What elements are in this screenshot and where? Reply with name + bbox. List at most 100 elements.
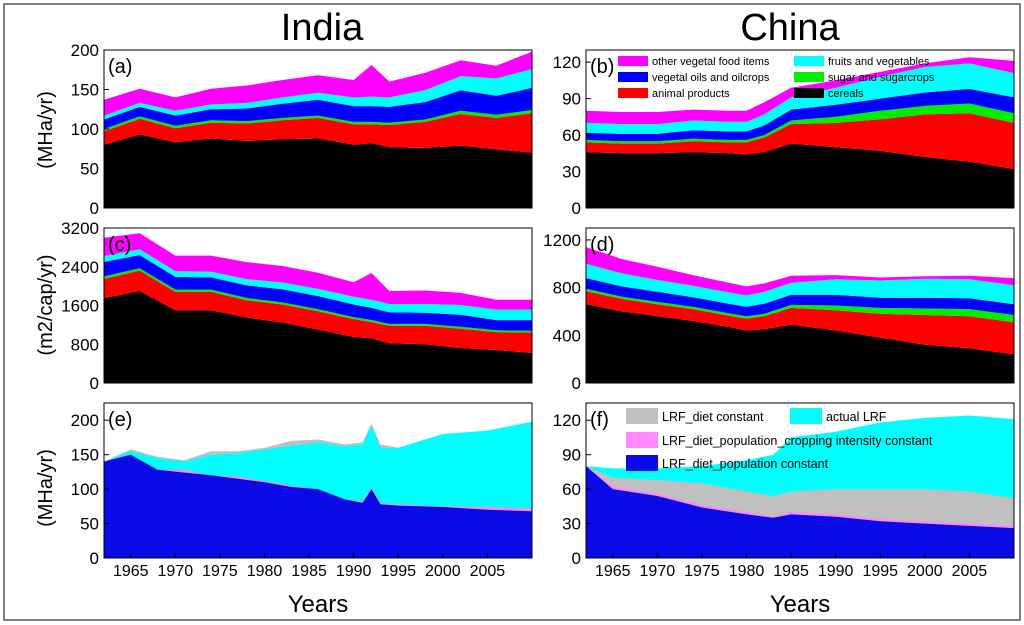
legend-label-b-oils: vegetal oils and oilcrops [652, 72, 770, 84]
area-e-blue [104, 454, 532, 558]
axes-frame-b [585, 49, 1015, 209]
ytick-label-c-2400: 2400 [61, 258, 99, 277]
area-c-cereals [104, 291, 532, 383]
panel-label-e: (e) [108, 409, 132, 431]
legend-label-b-cereals: cereals [828, 88, 864, 100]
xtick-label-f-1965: 1965 [595, 563, 631, 580]
ytick-label-e-100: 100 [71, 480, 99, 499]
area-d-sugar [586, 288, 1014, 323]
ytick-label-d-400: 400 [553, 326, 581, 345]
xtick-label-e-1990: 1990 [336, 563, 372, 580]
legend-b: other vegetal food items fruits and veget… [618, 56, 935, 100]
ytick-label-e-150: 150 [71, 446, 99, 465]
panel-label-c: (c) [108, 234, 131, 256]
axes-frame-f [585, 402, 1015, 559]
area-c-sugar [104, 268, 532, 333]
area-b-oils [586, 88, 1014, 142]
legend-swatch-b-sugar [794, 72, 824, 82]
panel-a: 0 50 100 150 200 (a) [71, 41, 533, 218]
area-b-animal [586, 113, 1014, 170]
xtick-label-e-1995: 1995 [380, 563, 416, 580]
ytick-label-e-0: 0 [90, 549, 99, 568]
legend-label-f-gray: LRF_diet constant [662, 410, 764, 424]
legend-label-b-sugar: sugar and sugarcrops [828, 72, 935, 84]
ytick-label-a-0: 0 [90, 199, 99, 218]
legend-label-f-cyan: actual LRF [826, 410, 887, 424]
xtick-label-f-1970: 1970 [640, 563, 676, 580]
col-title-china: China [740, 7, 840, 49]
ytick-label-a-100: 100 [71, 120, 99, 139]
xtick-label-f-2000: 2000 [907, 563, 943, 580]
legend-f: LRF_diet constant actual LRF LRF_diet_popu… [626, 408, 933, 471]
axes-frame-e [103, 402, 533, 559]
ytick-label-a-150: 150 [71, 81, 99, 100]
ytick-label-a-50: 50 [80, 160, 99, 179]
area-f-blue [586, 466, 1014, 558]
area-c-oils [104, 255, 532, 331]
panel-e: 0 50 100 150 200 1965 1970 1975 1980 1985 1990 1995… [71, 402, 533, 580]
panel-plot-a [104, 51, 532, 208]
xlabel-right: Years [770, 591, 831, 618]
ytick-label-f-90: 90 [562, 446, 581, 465]
panel-label-d: (d) [590, 234, 614, 256]
panel-label-a: (a) [108, 56, 132, 78]
panels: 0 50 100 150 200 (a) 0 30 60 90 120 (b) 0 800 1600 2400… [61, 41, 1015, 580]
ytick-label-e-50: 50 [80, 515, 99, 534]
area-a-other [104, 51, 532, 116]
area-c-animal [104, 270, 532, 353]
ytick-label-b-120: 120 [553, 53, 581, 72]
legend-swatch-b-fruits [794, 56, 824, 66]
area-a-fruits [104, 69, 532, 120]
xtick-label-e-1975: 1975 [202, 563, 238, 580]
xtick-label-e-1985: 1985 [291, 563, 327, 580]
ylabel-row2: (m2/cap/yr) [35, 254, 57, 355]
panel-plot-c [104, 233, 532, 383]
panel-plot-f [586, 415, 1014, 558]
area-c-other [104, 233, 532, 310]
ytick-label-e-200: 200 [71, 411, 99, 430]
ytick-label-d-0: 0 [572, 374, 581, 393]
panel-label-b: (b) [590, 56, 614, 78]
panel-label-f: (f) [590, 409, 609, 431]
xtick-label-f-1980: 1980 [729, 563, 765, 580]
ytick-label-c-1600: 1600 [61, 297, 99, 316]
ytick-label-b-90: 90 [562, 90, 581, 109]
ytick-label-d-1200: 1200 [543, 231, 581, 250]
legend-swatch-b-other [618, 56, 648, 66]
area-c-fruits [104, 249, 532, 321]
legend-swatch-f-cyan [790, 408, 822, 424]
area-b-fruits [586, 63, 1014, 134]
xtick-label-e-1965: 1965 [113, 563, 149, 580]
panel-plot-e [104, 421, 532, 558]
area-b-sugar [586, 103, 1014, 144]
ytick-label-b-30: 30 [562, 163, 581, 182]
xtick-label-f-1995: 1995 [862, 563, 898, 580]
legend-swatch-f-pink [626, 432, 658, 448]
ytick-label-b-0: 0 [572, 199, 581, 218]
legend-swatch-f-gray [626, 408, 658, 424]
ytick-label-b-60: 60 [562, 126, 581, 145]
ytick-label-c-3200: 3200 [61, 219, 99, 238]
panel-plot-d [586, 247, 1014, 383]
ytick-label-c-0: 0 [90, 374, 99, 393]
legend-label-b-animal: animal products [652, 88, 730, 100]
ylabel-row3: (MHa/yr) [35, 449, 57, 527]
legend-label-f-pink: LRF_diet_population_cropping intensity c… [662, 434, 933, 448]
area-d-fruits [586, 263, 1014, 307]
ytick-label-f-60: 60 [562, 480, 581, 499]
ytick-label-f-30: 30 [562, 515, 581, 534]
legend-label-b-other: other vegetal food items [652, 56, 770, 68]
legend-swatch-b-oils [618, 72, 648, 82]
area-a-animal [104, 113, 532, 153]
xtick-label-e-2000: 2000 [425, 563, 461, 580]
ytick-label-c-800: 800 [71, 335, 99, 354]
xtick-label-f-1975: 1975 [684, 563, 720, 580]
xtick-label-e-1970: 1970 [158, 563, 194, 580]
panel-d: 0 400 800 1200 (d) [543, 227, 1015, 393]
panel-c: 0 800 1600 2400 3200 (c) [61, 219, 533, 393]
ytick-label-f-120: 120 [553, 411, 581, 430]
area-a-cereals [104, 134, 532, 208]
legend-swatch-b-animal [618, 88, 648, 98]
area-d-oils [586, 278, 1014, 317]
